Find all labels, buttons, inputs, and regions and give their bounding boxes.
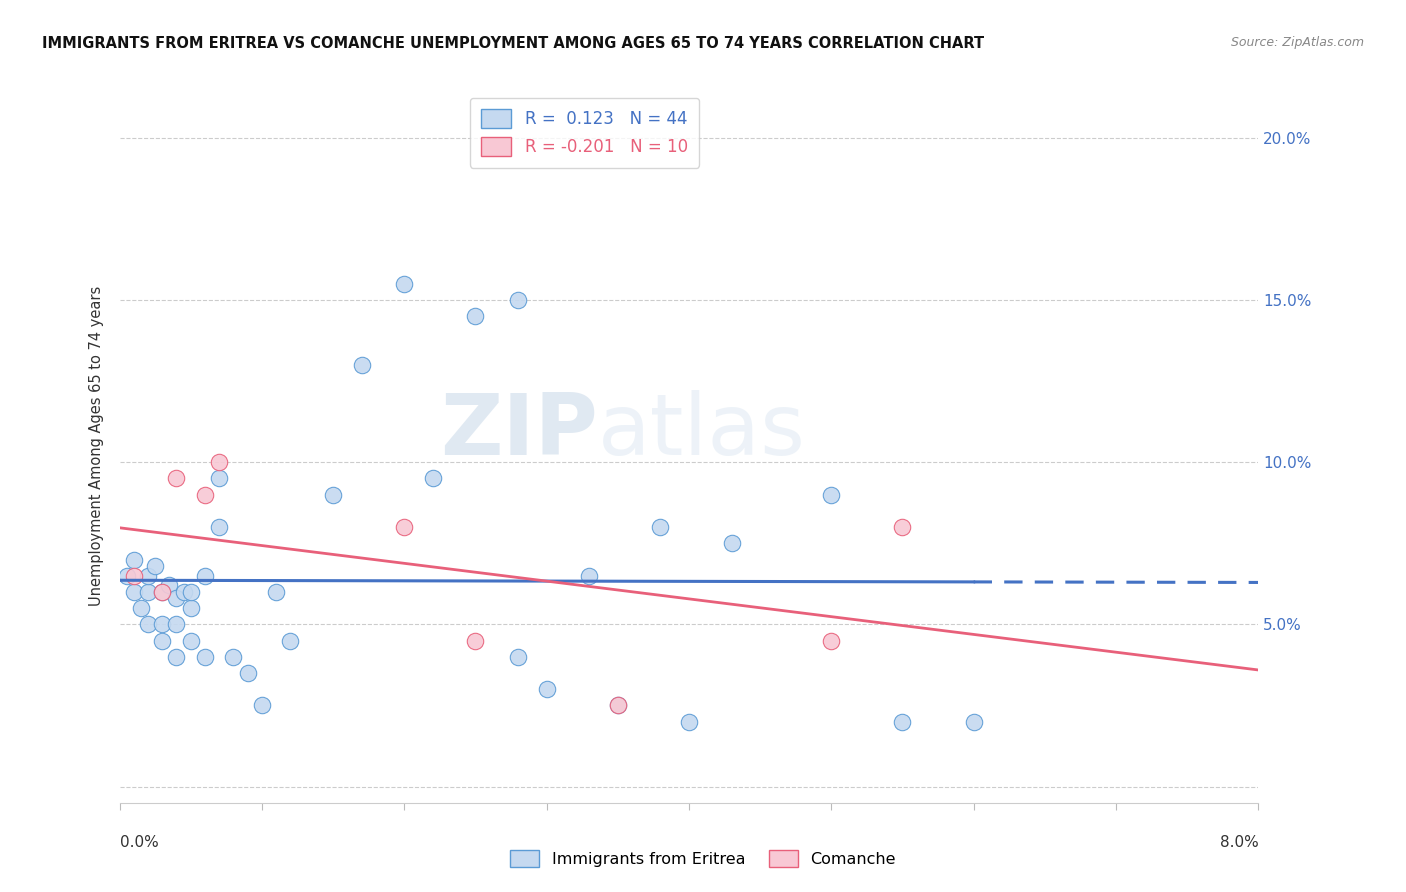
Legend: Immigrants from Eritrea, Comanche: Immigrants from Eritrea, Comanche [503, 844, 903, 873]
Point [180, 601, 202, 615]
Point [115, 568, 138, 582]
Text: atlas: atlas [598, 390, 806, 474]
Text: ZIP: ZIP [440, 390, 598, 474]
Y-axis label: Unemployment Among Ages 65 to 74 years: Unemployment Among Ages 65 to 74 years [89, 285, 104, 607]
Point [122, 568, 145, 582]
Point [208, 471, 231, 485]
Point [143, 559, 166, 574]
Point [150, 617, 173, 632]
Point [891, 714, 914, 729]
Point [136, 568, 159, 582]
Text: 8.0%: 8.0% [1219, 836, 1258, 850]
Point [508, 649, 530, 664]
Point [280, 633, 302, 648]
Point [464, 633, 486, 648]
Point [578, 568, 600, 582]
Point [820, 488, 842, 502]
Point [350, 358, 373, 372]
Point [820, 633, 842, 648]
Point [180, 633, 202, 648]
Point [150, 585, 173, 599]
Point [136, 585, 159, 599]
Point [194, 488, 217, 502]
Point [166, 617, 188, 632]
Point [678, 714, 700, 729]
Point [222, 649, 245, 664]
Point [464, 310, 486, 324]
Point [122, 585, 145, 599]
Point [166, 591, 188, 606]
Point [508, 293, 530, 307]
Point [720, 536, 742, 550]
Point [157, 578, 180, 592]
Point [264, 585, 287, 599]
Point [150, 585, 173, 599]
Point [208, 520, 231, 534]
Point [122, 552, 145, 566]
Point [322, 488, 344, 502]
Point [236, 666, 259, 681]
Point [891, 520, 914, 534]
Point [536, 682, 558, 697]
Point [173, 585, 195, 599]
Point [422, 471, 444, 485]
Point [963, 714, 986, 729]
Point [194, 568, 217, 582]
Point [180, 585, 202, 599]
Point [650, 520, 672, 534]
Point [394, 277, 416, 291]
Point [150, 633, 173, 648]
Point [166, 649, 188, 664]
Point [606, 698, 628, 713]
Point [606, 698, 628, 713]
Point [394, 520, 416, 534]
Point [129, 601, 152, 615]
Point [250, 698, 273, 713]
Text: Source: ZipAtlas.com: Source: ZipAtlas.com [1230, 36, 1364, 49]
Text: IMMIGRANTS FROM ERITREA VS COMANCHE UNEMPLOYMENT AMONG AGES 65 TO 74 YEARS CORRE: IMMIGRANTS FROM ERITREA VS COMANCHE UNEM… [42, 36, 984, 51]
Point [208, 455, 231, 469]
Text: 0.0%: 0.0% [120, 836, 159, 850]
Point [194, 649, 217, 664]
Point [136, 617, 159, 632]
Legend: R =  0.123   N = 44, R = -0.201   N = 10: R = 0.123 N = 44, R = -0.201 N = 10 [470, 97, 699, 168]
Point [166, 471, 188, 485]
